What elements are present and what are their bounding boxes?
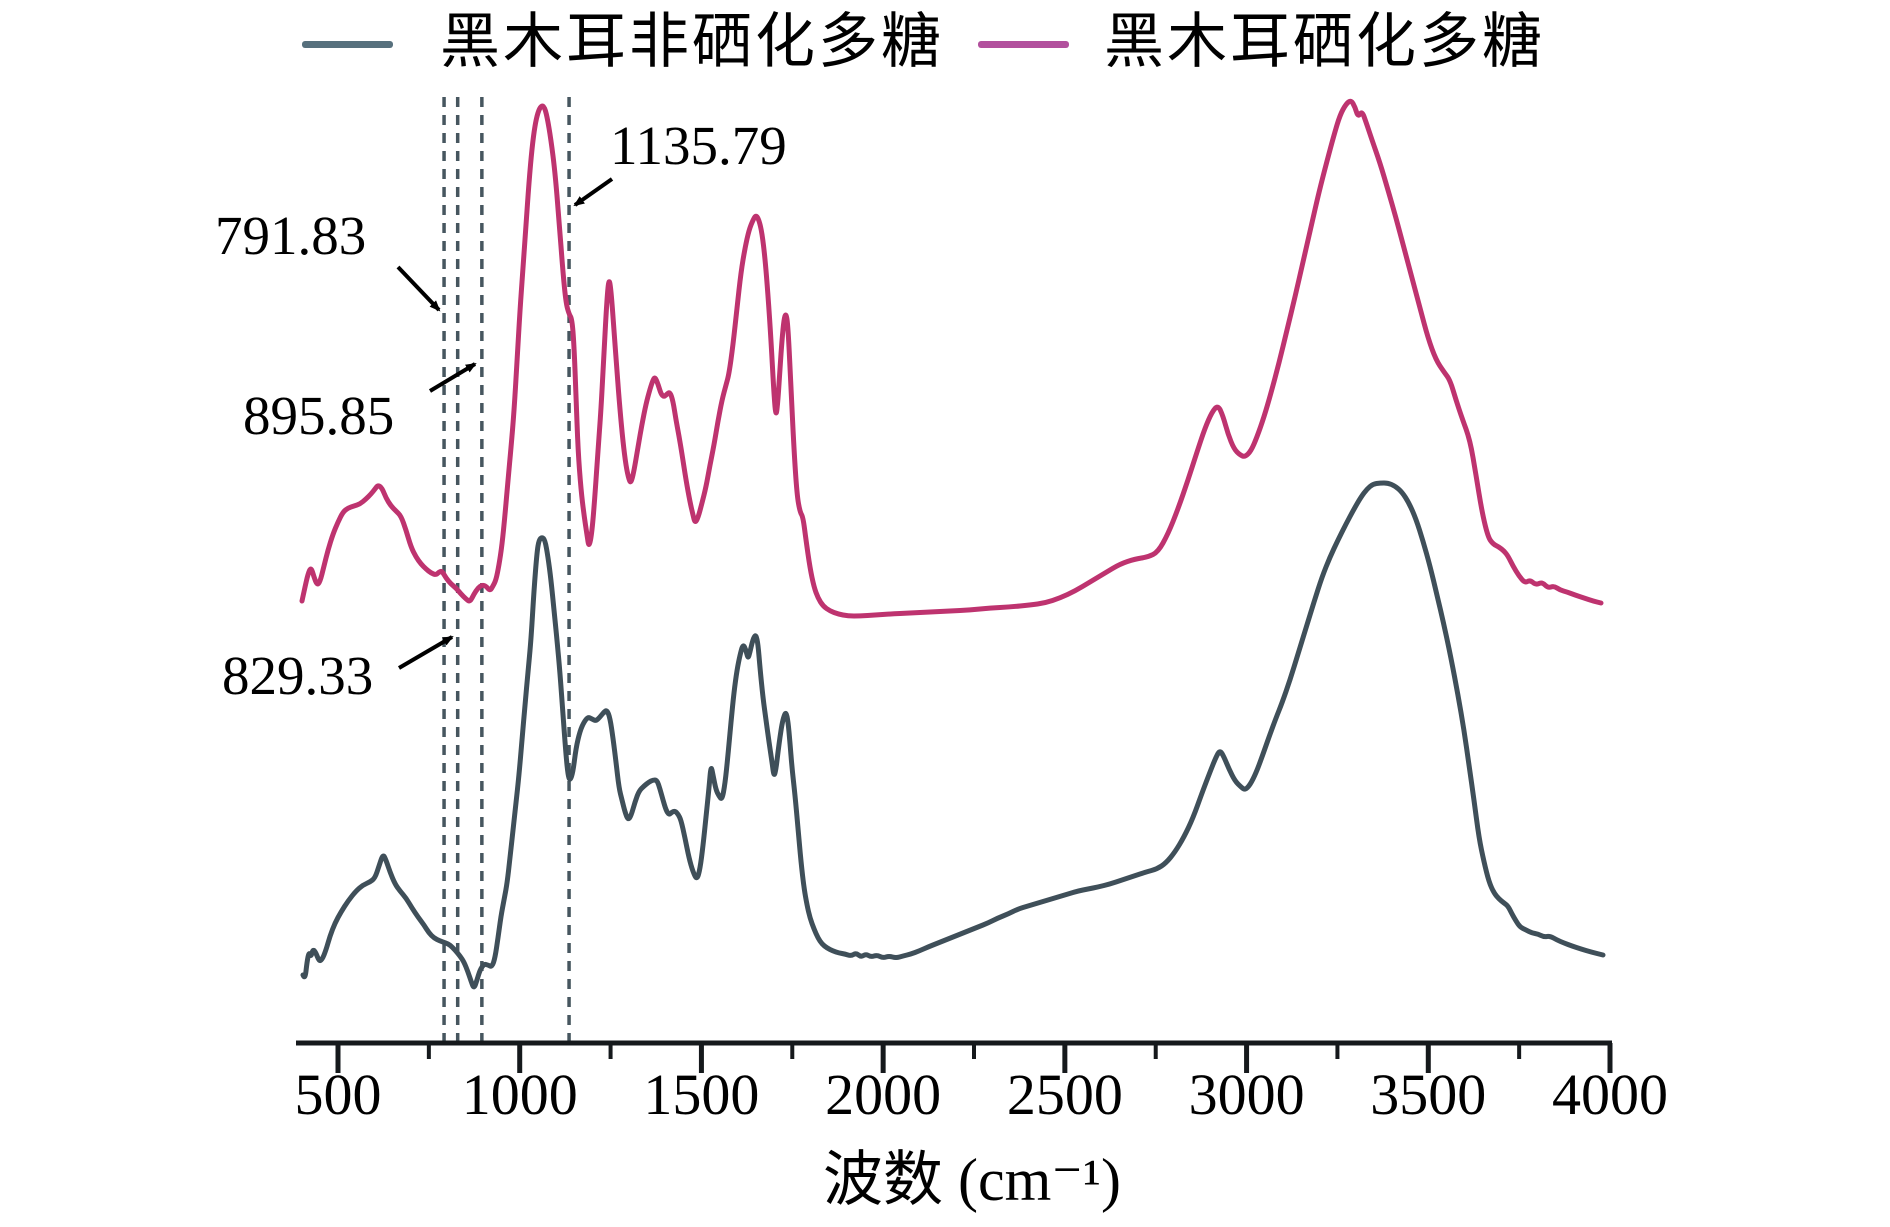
peak-marker-dashed-lines: [442, 97, 571, 1041]
peak-label-791: 791.83: [215, 205, 367, 266]
legend-label-selenized: 黑木耳硒化多糖: [1104, 9, 1545, 75]
arrow-829.33: [397, 635, 454, 670]
x-tick-label-4000: 4000: [1552, 1062, 1668, 1127]
legend-line-sample-selenized: [978, 41, 1069, 48]
spectrum-curves: [299, 98, 1606, 990]
arrow-791.83: [396, 265, 441, 312]
x-tick-label-1500: 1500: [643, 1062, 760, 1127]
x-axis-title: 波数 (cm⁻¹): [823, 1147, 1121, 1213]
annotation-arrows: [396, 177, 614, 670]
legend-label-non-selenized: 黑木耳非硒化多糖: [440, 9, 944, 75]
curve-selenized: [299, 98, 1604, 619]
curve-non-selenized: [300, 480, 1606, 990]
arrow-895.85: [428, 362, 477, 393]
x-tick-label-1000: 1000: [461, 1062, 578, 1127]
peak-label-895: 895.85: [243, 385, 395, 446]
x-axis: [296, 1040, 1613, 1073]
arrow-1135.79: [573, 177, 614, 207]
x-tick-label-2000: 2000: [825, 1062, 942, 1127]
x-tick-label-2500: 2500: [1006, 1062, 1123, 1127]
peak-label-829: 829.33: [222, 645, 374, 706]
x-tick-label-3000: 3000: [1188, 1062, 1305, 1127]
peak-label-1135: 1135.79: [610, 115, 787, 176]
x-tick-label-500: 500: [294, 1062, 382, 1127]
x-tick-label-3500: 3500: [1370, 1062, 1487, 1127]
legend-line-sample-non-selenized: [302, 41, 393, 48]
